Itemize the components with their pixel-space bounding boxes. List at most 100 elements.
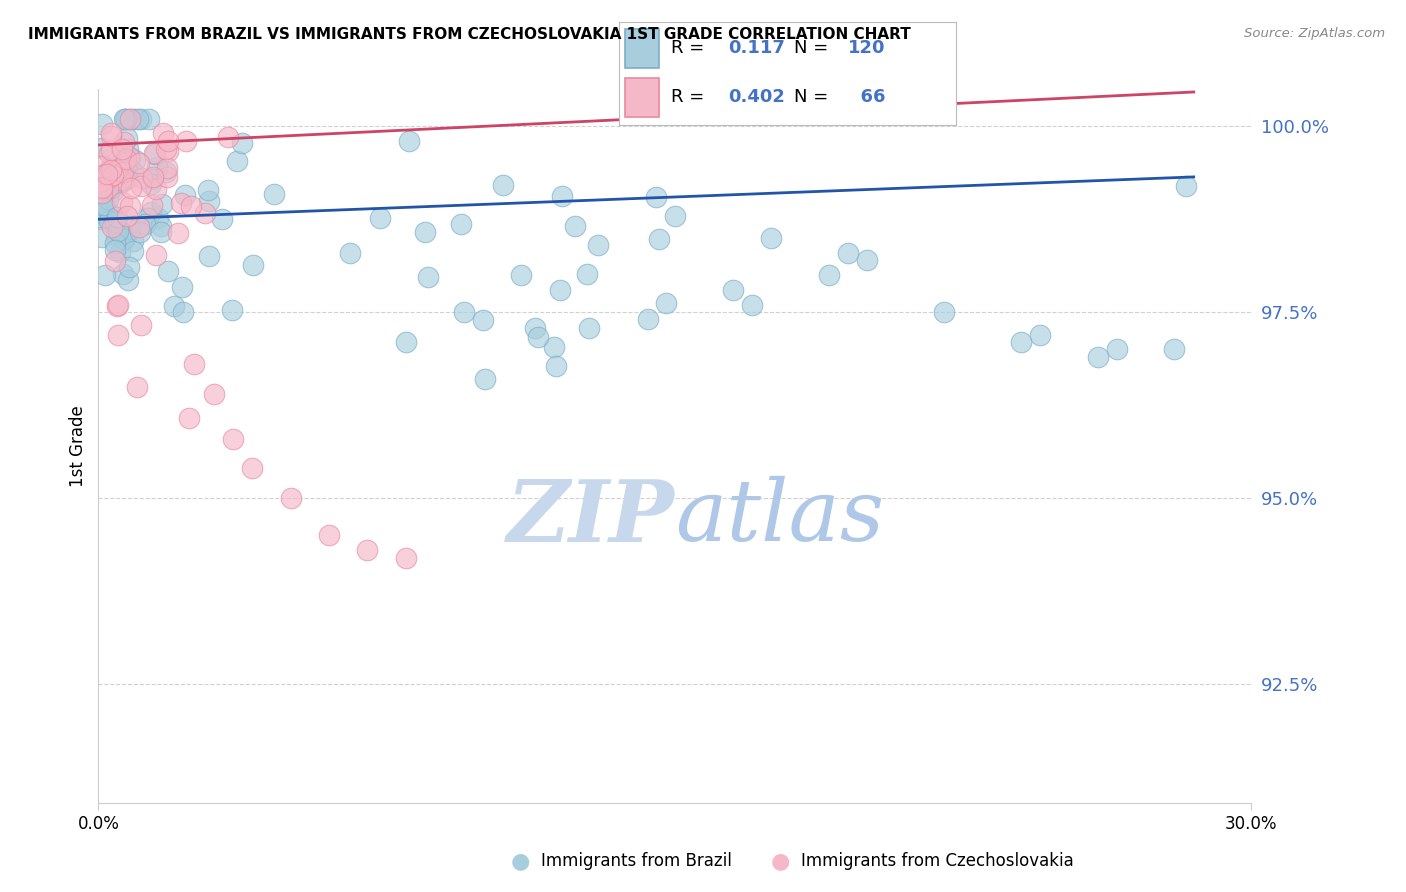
Point	[526, 330, 548, 344]
Point	[152, 126, 174, 140]
Point	[120, 199, 142, 213]
Point	[104, 235, 127, 250]
Point	[121, 234, 143, 248]
Point	[117, 142, 139, 156]
Text: 0.402: 0.402	[728, 87, 785, 105]
Point	[120, 112, 142, 126]
Point	[97, 146, 120, 161]
Point	[149, 219, 172, 234]
Point	[96, 167, 118, 181]
Point	[280, 491, 302, 505]
Point	[166, 226, 188, 240]
Point	[145, 147, 167, 161]
Point	[112, 156, 135, 170]
Point	[104, 243, 127, 257]
Point	[932, 305, 955, 319]
Point	[169, 196, 191, 211]
Point	[356, 543, 378, 558]
Point	[91, 181, 114, 195]
Point	[117, 171, 139, 186]
Point	[817, 268, 839, 282]
Text: Immigrants from Czechoslovakia: Immigrants from Czechoslovakia	[801, 852, 1074, 870]
Point	[198, 194, 221, 209]
Point	[94, 171, 117, 186]
Point	[142, 169, 165, 184]
Point	[104, 215, 127, 229]
Point	[198, 249, 221, 263]
Point	[664, 209, 686, 223]
Point	[179, 410, 201, 425]
Point	[108, 170, 131, 185]
Point	[91, 168, 114, 182]
Point	[107, 298, 129, 312]
Point	[94, 198, 117, 212]
Point	[103, 254, 125, 268]
Point	[142, 146, 165, 161]
Point	[94, 268, 117, 282]
Text: N =: N =	[794, 39, 834, 57]
Point	[183, 357, 205, 371]
Text: 120: 120	[848, 39, 886, 57]
Point	[138, 112, 160, 126]
Point	[141, 198, 163, 212]
Point	[510, 268, 533, 282]
Point	[180, 199, 202, 213]
Point	[115, 164, 138, 178]
Text: atlas: atlas	[675, 476, 884, 558]
Point	[91, 198, 114, 212]
Point	[645, 189, 668, 203]
Point	[91, 186, 114, 200]
Point	[211, 211, 233, 226]
Text: R =: R =	[671, 87, 710, 105]
Point	[104, 227, 127, 242]
Point	[139, 205, 162, 219]
Point	[100, 161, 122, 175]
Point	[91, 159, 114, 173]
Point	[1029, 327, 1052, 342]
Point	[225, 153, 247, 168]
Point	[172, 305, 194, 319]
Point	[100, 181, 122, 195]
Text: ●: ●	[770, 851, 790, 871]
Point	[217, 129, 239, 144]
Point	[221, 302, 243, 317]
Point	[91, 140, 114, 154]
Point	[721, 283, 744, 297]
Point	[128, 155, 150, 169]
Point	[1175, 178, 1198, 193]
Point	[115, 228, 138, 243]
Point	[648, 232, 671, 246]
Point	[91, 117, 114, 131]
Point	[491, 178, 513, 192]
Point	[318, 528, 340, 542]
Point	[103, 169, 125, 183]
Point	[129, 112, 152, 126]
Point	[112, 112, 135, 126]
Point	[156, 144, 179, 158]
Point	[550, 189, 572, 203]
Point	[112, 232, 135, 246]
Point	[1087, 350, 1109, 364]
Point	[101, 168, 124, 182]
Point	[1010, 334, 1032, 349]
Point	[122, 112, 145, 126]
Point	[112, 135, 135, 149]
Point	[127, 112, 149, 126]
Point	[121, 244, 143, 258]
Point	[100, 163, 122, 178]
Bar	[626, 78, 659, 117]
Point	[578, 321, 600, 335]
Point	[101, 174, 124, 188]
Point	[105, 163, 128, 178]
Point	[91, 230, 114, 244]
Point	[395, 334, 418, 349]
Point	[107, 224, 129, 238]
Point	[413, 225, 436, 239]
Point	[474, 372, 496, 386]
Point	[124, 153, 146, 168]
Point	[194, 205, 217, 219]
Point	[107, 327, 129, 342]
Point	[146, 160, 169, 174]
Point	[110, 173, 132, 187]
Point	[543, 340, 565, 354]
